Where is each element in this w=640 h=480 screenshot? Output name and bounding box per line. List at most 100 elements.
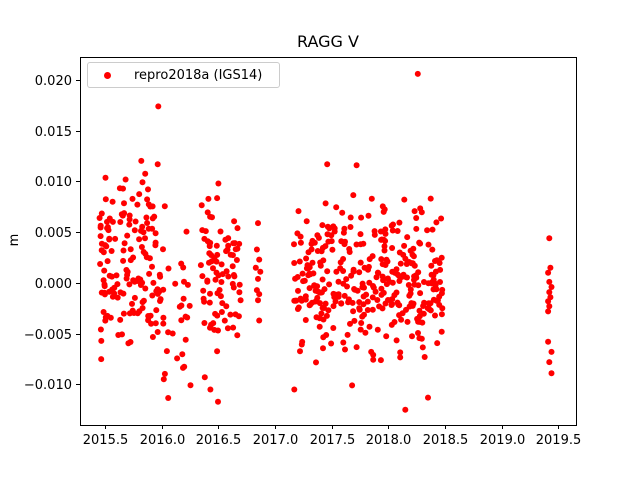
data-point <box>165 395 172 401</box>
data-point <box>318 310 325 317</box>
data-point <box>210 265 216 272</box>
data-point <box>201 374 208 381</box>
data-point <box>152 320 159 327</box>
x-tick-label: 2016.5 <box>196 433 242 448</box>
data-point <box>356 306 363 313</box>
data-point <box>308 246 315 253</box>
data-point <box>309 237 316 244</box>
data-point <box>253 246 260 253</box>
data-point <box>109 198 116 205</box>
data-point <box>382 300 389 307</box>
data-point <box>407 247 414 254</box>
data-point <box>341 225 348 232</box>
data-point <box>180 295 187 302</box>
data-point <box>338 238 345 245</box>
data-point <box>427 195 434 202</box>
data-point <box>297 348 303 355</box>
data-point <box>380 236 387 243</box>
data-point <box>421 354 428 360</box>
x-tick-label: 2016.0 <box>140 433 186 448</box>
data-point <box>212 276 219 283</box>
data-point <box>388 222 395 229</box>
data-point <box>548 370 555 377</box>
data-point <box>329 246 336 253</box>
y-tick-label: −0.010 <box>24 378 72 393</box>
data-point <box>375 270 382 277</box>
data-point <box>399 310 406 317</box>
data-point <box>328 238 335 245</box>
data-point <box>547 264 554 271</box>
data-point <box>146 270 153 277</box>
data-point <box>416 307 423 314</box>
data-point <box>366 279 373 286</box>
data-point <box>102 196 109 203</box>
data-point <box>295 208 302 215</box>
data-point <box>415 318 422 325</box>
data-point <box>430 296 437 303</box>
data-point <box>379 273 386 280</box>
data-point <box>333 268 340 275</box>
data-point <box>425 305 432 312</box>
data-point <box>120 290 127 297</box>
data-point <box>142 285 149 292</box>
data-point <box>236 289 243 296</box>
data-point <box>388 296 394 303</box>
data-point <box>314 248 321 254</box>
chart-title: RAGG V <box>297 32 359 51</box>
data-point <box>360 240 367 247</box>
data-point <box>206 250 213 257</box>
data-point <box>129 300 135 307</box>
data-point <box>291 241 297 248</box>
data-point <box>404 274 410 281</box>
data-point <box>546 303 553 310</box>
data-point <box>370 351 377 358</box>
data-point <box>371 231 378 238</box>
data-point <box>114 294 121 301</box>
data-point <box>292 275 299 282</box>
legend-marker-dot <box>104 71 111 79</box>
data-point <box>401 242 408 249</box>
y-axis-label: m <box>7 233 22 247</box>
data-point <box>419 344 426 351</box>
data-point <box>198 202 205 209</box>
data-point <box>299 338 306 345</box>
data-point <box>124 232 131 239</box>
data-point <box>202 228 209 235</box>
data-point <box>165 265 172 272</box>
data-point <box>404 318 411 325</box>
legend-label: repro2018a (IGS14) <box>134 67 263 83</box>
data-point <box>380 208 387 215</box>
data-point <box>345 299 352 306</box>
data-point <box>325 307 332 314</box>
data-point <box>113 272 120 279</box>
data-point <box>366 323 373 330</box>
data-point <box>204 277 211 284</box>
data-point <box>364 307 371 313</box>
data-point <box>320 316 327 323</box>
data-point <box>108 248 115 254</box>
data-point <box>374 326 381 333</box>
data-point <box>437 279 443 285</box>
data-point <box>160 320 167 327</box>
data-point <box>319 276 326 283</box>
data-point <box>416 239 423 246</box>
data-point <box>369 306 376 313</box>
data-point <box>178 317 185 324</box>
data-point <box>407 290 414 297</box>
data-point <box>429 246 436 253</box>
data-point <box>98 210 105 217</box>
data-point <box>438 215 445 222</box>
data-point <box>335 278 342 285</box>
data-point <box>291 260 298 266</box>
data-point <box>432 312 438 319</box>
data-point <box>123 267 130 273</box>
legend[interactable]: repro2018a (IGS14) <box>87 62 280 88</box>
data-point <box>120 185 126 192</box>
y-tick-label: 0.000 <box>35 277 72 292</box>
data-point <box>109 293 116 300</box>
data-point <box>136 236 143 243</box>
data-point <box>201 320 208 326</box>
data-point <box>404 234 411 241</box>
data-point <box>111 284 118 291</box>
